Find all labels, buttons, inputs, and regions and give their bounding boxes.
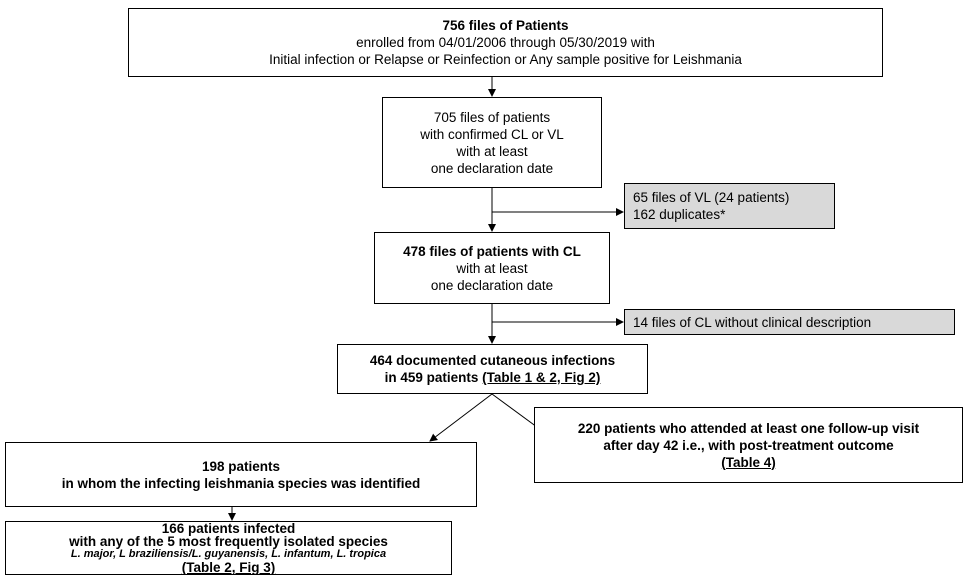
- box-text: one declaration date: [430, 160, 554, 176]
- box-text: in 459 patients: [384, 370, 479, 385]
- box: 220 patients who attended at least one f…: [534, 407, 963, 483]
- box-text: after day 42 i.e., with post-treatment o…: [603, 437, 894, 453]
- box: 198 patients in whom the infecting leish…: [5, 442, 477, 507]
- box-text: with at least: [456, 143, 528, 159]
- reference: (Table 2, Fig 3): [181, 560, 276, 575]
- box: 478 files of patients with CL with at le…: [374, 232, 610, 304]
- arrow: [429, 393, 493, 442]
- box-text: with any of the 5 most frequently isolat…: [69, 534, 388, 549]
- box: 464 documented cutaneous infections in 4…: [337, 344, 648, 394]
- box-text: with confirmed CL or VL: [420, 126, 564, 142]
- box-line: in 459 patients (Table 1 & 2, Fig 2): [385, 369, 601, 386]
- excluded-box: 65 files of VL (24 patients) 162 duplica…: [624, 183, 835, 229]
- box-text: enrolled from 04/01/2006 through 05/30/2…: [356, 35, 655, 50]
- reference: (Table 4): [721, 454, 776, 470]
- box-text: 478 files of patients with CL: [403, 243, 581, 259]
- box-text: with at least: [456, 260, 528, 276]
- box: 166 patients infected with any of the 5 …: [5, 521, 452, 575]
- box-text: 756 files of Patients: [442, 18, 569, 33]
- box: 705 files of patients with confirmed CL …: [382, 97, 602, 188]
- box-text: 166 patients infected: [161, 521, 296, 536]
- box-text: 198 patients: [201, 458, 281, 474]
- box-text: 162 duplicates*: [633, 207, 726, 222]
- excluded-box: 14 files of CL without clinical descript…: [624, 309, 955, 335]
- box-text: 14 files of CL without clinical descript…: [633, 314, 872, 330]
- box-text: 220 patients who attended at least one f…: [577, 420, 920, 436]
- box-text: 464 documented cutaneous infections: [369, 353, 616, 368]
- box-text: 65 files of VL (24 patients): [633, 190, 790, 205]
- box-text: one declaration date: [430, 277, 554, 293]
- reference: (Table 1 & 2, Fig 2): [482, 370, 601, 385]
- species-list: L. major, L braziliensis/L. guyanensis, …: [70, 548, 387, 560]
- box: 756 files of Patients enrolled from 04/0…: [128, 8, 883, 77]
- box-text: 705 files of patients: [433, 109, 551, 125]
- box-text: in whom the infecting leishmania species…: [61, 475, 421, 491]
- box-text: Initial infection or Relapse or Reinfect…: [269, 52, 742, 67]
